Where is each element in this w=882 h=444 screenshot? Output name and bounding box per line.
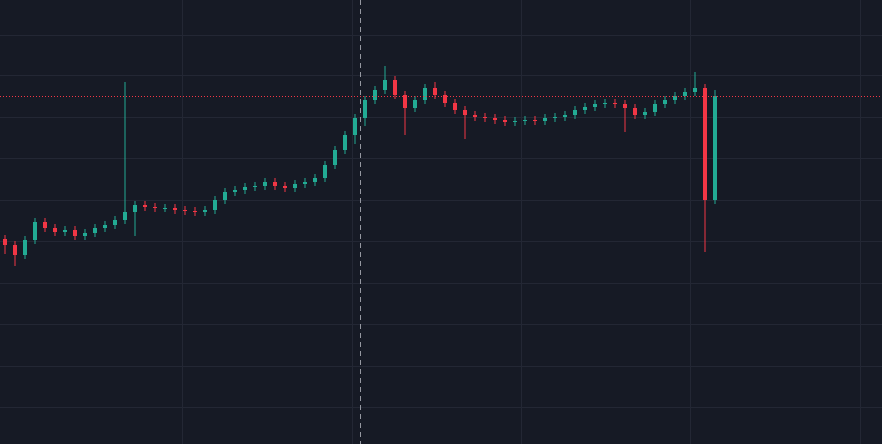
candle-body: [483, 117, 487, 118]
candle-body: [193, 211, 197, 212]
candle-body: [673, 96, 677, 100]
candle-body: [493, 118, 497, 120]
candle-body: [333, 150, 337, 165]
candle-body: [53, 228, 57, 232]
candle-body: [13, 245, 17, 255]
vertical-grid: [182, 0, 861, 444]
candles: [3, 66, 717, 266]
candle-body: [153, 207, 157, 208]
candle-body: [383, 80, 387, 90]
candle-body: [603, 103, 607, 104]
candle-body: [83, 233, 87, 236]
candle-body: [453, 103, 457, 110]
candle-body: [233, 190, 237, 192]
candle-body: [413, 100, 417, 108]
candle-body: [63, 230, 67, 232]
candle-body: [403, 95, 407, 108]
candle-body: [653, 104, 657, 112]
candle-body: [663, 100, 667, 104]
candle-body: [533, 120, 537, 121]
candle-body: [693, 88, 697, 92]
candle-body: [283, 186, 287, 188]
candle-body: [583, 107, 587, 110]
candle-body: [373, 90, 377, 100]
candle-body: [263, 182, 267, 186]
candle-body: [253, 186, 257, 187]
candle-body: [703, 88, 707, 200]
candle-body: [393, 80, 397, 95]
candle-body: [173, 208, 177, 210]
candle-body: [113, 220, 117, 225]
candle-body: [163, 208, 167, 209]
candle-body: [323, 165, 327, 178]
candle-body: [523, 120, 527, 121]
candle-body: [293, 184, 297, 188]
candle-body: [213, 200, 217, 210]
candle-body: [103, 225, 107, 228]
candle-body: [553, 117, 557, 118]
candle-body: [613, 103, 617, 104]
candle-body: [223, 192, 227, 200]
candle-body: [633, 108, 637, 115]
candle-body: [473, 115, 477, 117]
candle-body: [513, 121, 517, 122]
candle-body: [33, 222, 37, 240]
candle-body: [593, 104, 597, 107]
candle-body: [3, 239, 7, 245]
candle-body: [273, 182, 277, 186]
candle-body: [123, 212, 127, 220]
horizontal-grid: [0, 35, 882, 408]
candle-body: [713, 96, 717, 200]
candle-body: [133, 205, 137, 212]
candle-body: [363, 100, 367, 118]
candle-body: [443, 95, 447, 103]
candle-body: [423, 88, 427, 100]
candle-body: [183, 210, 187, 211]
candle-body: [643, 112, 647, 115]
candle-body: [573, 110, 577, 115]
candle-body: [43, 222, 47, 228]
candle-body: [563, 115, 567, 117]
candle-body: [93, 228, 97, 233]
candle-body: [73, 230, 77, 236]
candle-body: [683, 92, 687, 96]
candle-body: [243, 187, 247, 190]
candle-body: [313, 178, 317, 182]
candle-body: [623, 104, 627, 108]
candle-body: [303, 182, 307, 184]
candle-body: [343, 135, 347, 150]
candle-body: [143, 205, 147, 207]
candle-body: [433, 88, 437, 95]
candle-body: [463, 110, 467, 115]
candle-body: [203, 210, 207, 212]
candle-body: [543, 118, 547, 121]
candle-body: [353, 118, 357, 135]
candle-body: [23, 240, 27, 255]
candle-body: [503, 120, 507, 122]
